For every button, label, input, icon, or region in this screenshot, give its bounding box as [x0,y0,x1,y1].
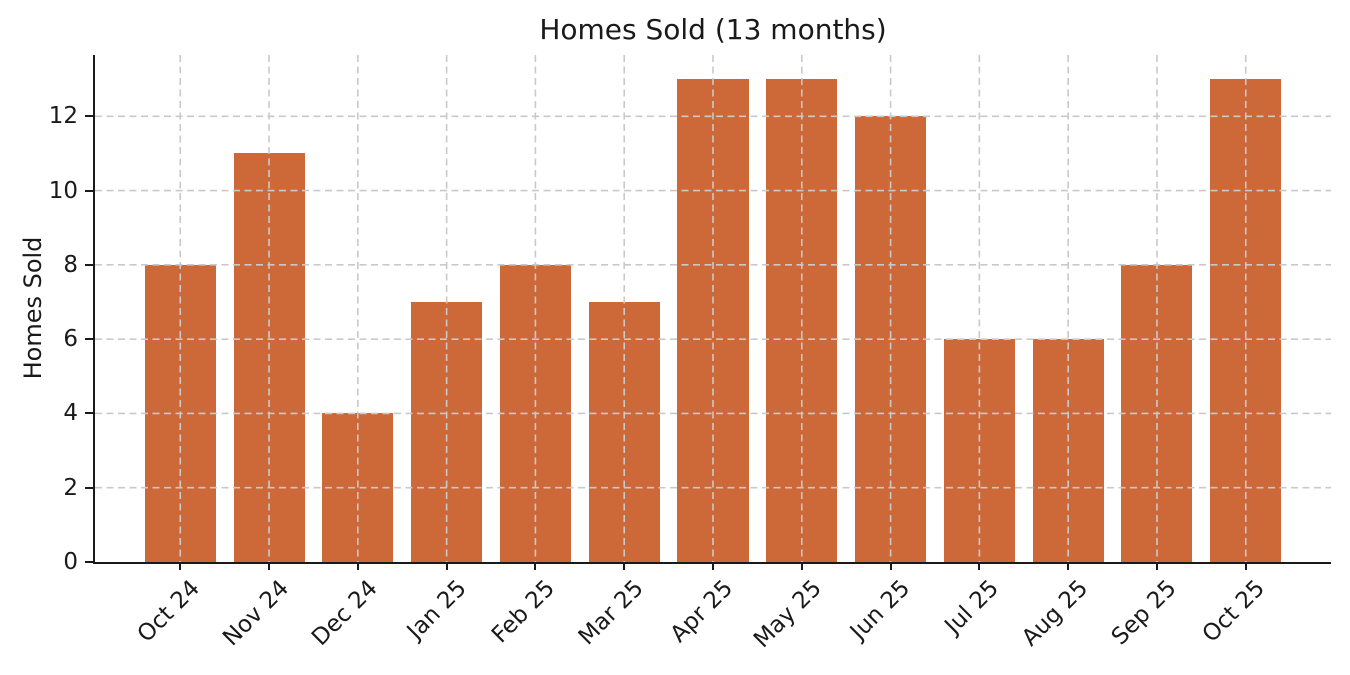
x-tick-mark [1067,562,1070,570]
x-tick-label-aug-25: Aug 25 [1016,575,1093,652]
x-tick-mark [712,562,714,570]
x-tick-label-jan-25: Jan 25 [401,575,472,645]
y-tick-mark [85,486,93,489]
y-tick-label: 8 [63,251,78,278]
x-tick-mark [179,562,182,570]
x-tick-mark [356,562,359,570]
x-tick-label-dec-24: Dec 24 [306,575,383,652]
x-tick-mark [623,562,626,570]
left-spine [93,55,95,564]
x-tick-label-apr-25: Apr 25 [665,575,738,648]
bar-mar-25 [588,302,660,562]
bar-feb-25 [499,264,571,562]
y-tick-mark [85,115,93,118]
y-tick-label: 4 [63,400,78,427]
y-tick-label: 10 [48,177,78,204]
bar-jun-25 [855,116,927,562]
x-tick-mark [1155,562,1158,570]
chart-title: Homes Sold (13 months) [539,13,887,46]
x-tick-mark [268,562,271,570]
bar-nov-24 [233,153,305,562]
x-tick-label-oct-25: Oct 25 [1198,575,1271,648]
bar-apr-25 [677,79,749,562]
x-tick-mark [889,562,892,570]
x-tick-mark [534,562,537,570]
x-tick-label-jul-25: Jul 25 [940,575,1005,640]
bar-aug-25 [1032,339,1104,562]
x-tick-label-sep-25: Sep 25 [1106,575,1182,651]
x-tick-label-oct-24: Oct 24 [132,575,205,648]
x-tick-mark [445,562,448,570]
y-tick-mark [85,338,93,341]
y-tick-label: 2 [63,474,78,501]
x-tick-label-mar-25: Mar 25 [573,575,649,651]
x-tick-mark [1244,562,1247,570]
y-tick-mark [85,189,93,192]
x-tick-mark [800,562,803,570]
bar-dec-24 [322,413,394,562]
bar-oct-25 [1210,79,1282,562]
x-tick-label-nov-24: Nov 24 [217,575,294,652]
bar-oct-24 [144,264,216,562]
x-tick-label-feb-25: Feb 25 [487,575,561,649]
x-tick-label-may-25: May 25 [748,575,827,654]
y-tick-mark [85,561,93,563]
y-tick-label: 12 [48,103,78,130]
y-tick-mark [85,412,93,415]
bar-jul-25 [943,339,1015,562]
y-tick-mark [85,263,93,266]
y-tick-label: 0 [63,549,78,575]
x-tick-label-jun-25: Jun 25 [845,575,916,645]
y-tick-label: 6 [63,326,78,353]
x-tick-mark [978,562,981,570]
bar-sep-25 [1121,264,1193,562]
bar-jan-25 [411,302,483,562]
bar-may-25 [766,79,838,562]
